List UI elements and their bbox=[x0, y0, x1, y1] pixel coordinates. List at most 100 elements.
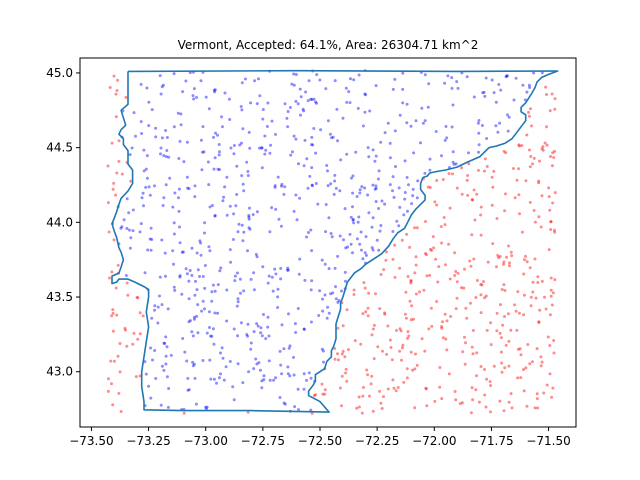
rejected-point bbox=[353, 339, 357, 343]
rejected-point bbox=[361, 312, 365, 316]
accepted-point bbox=[356, 106, 360, 110]
rejected-point bbox=[479, 283, 483, 286]
rejected-point bbox=[517, 311, 521, 315]
accepted-point bbox=[254, 357, 258, 361]
rejected-point bbox=[518, 212, 521, 216]
accepted-point bbox=[331, 135, 335, 139]
accepted-point bbox=[367, 155, 371, 159]
rejected-point bbox=[430, 248, 434, 252]
rejected-point bbox=[320, 382, 324, 386]
accepted-point bbox=[256, 324, 260, 328]
accepted-point bbox=[171, 205, 175, 209]
rejected-point bbox=[118, 342, 122, 345]
accepted-point bbox=[172, 125, 176, 129]
rejected-point bbox=[503, 289, 507, 292]
rejected-point bbox=[118, 370, 122, 374]
rejected-point bbox=[393, 275, 397, 279]
accepted-point bbox=[199, 241, 203, 245]
accepted-point bbox=[208, 205, 212, 209]
accepted-point bbox=[231, 238, 235, 241]
rejected-point bbox=[492, 169, 496, 173]
accepted-point bbox=[406, 209, 409, 213]
rejected-point bbox=[414, 255, 418, 259]
accepted-point bbox=[317, 314, 321, 317]
rejected-point bbox=[497, 256, 501, 260]
accepted-point bbox=[415, 196, 419, 200]
accepted-point bbox=[193, 184, 197, 188]
accepted-point bbox=[224, 365, 228, 369]
accepted-point bbox=[178, 274, 182, 278]
accepted-point bbox=[326, 169, 329, 173]
rejected-point bbox=[541, 148, 545, 152]
accepted-point bbox=[359, 230, 363, 234]
accepted-point bbox=[274, 376, 278, 380]
accepted-point bbox=[287, 312, 290, 316]
accepted-point bbox=[141, 191, 145, 195]
accepted-point bbox=[232, 398, 236, 402]
accepted-point bbox=[188, 319, 192, 323]
rejected-point bbox=[359, 342, 363, 346]
rejected-point bbox=[398, 266, 402, 270]
accepted-point bbox=[266, 281, 270, 285]
accepted-point bbox=[401, 71, 405, 75]
accepted-point bbox=[207, 183, 211, 187]
accepted-point bbox=[193, 195, 197, 199]
rejected-point bbox=[132, 331, 136, 335]
rejected-point bbox=[425, 404, 429, 408]
accepted-point bbox=[279, 363, 283, 367]
accepted-point bbox=[360, 248, 363, 252]
accepted-point bbox=[349, 77, 352, 81]
accepted-point bbox=[477, 119, 481, 122]
accepted-point bbox=[220, 346, 224, 350]
accepted-point bbox=[120, 225, 124, 229]
rejected-point bbox=[126, 293, 130, 297]
accepted-point bbox=[232, 327, 236, 331]
accepted-point bbox=[299, 113, 302, 117]
rejected-point bbox=[549, 220, 553, 224]
accepted-point bbox=[282, 192, 286, 196]
rejected-point bbox=[460, 286, 463, 290]
accepted-point bbox=[330, 235, 334, 239]
rejected-point bbox=[455, 186, 459, 190]
rejected-point bbox=[448, 206, 452, 210]
rejected-point bbox=[532, 209, 536, 212]
accepted-point bbox=[178, 275, 182, 279]
rejected-point bbox=[110, 270, 114, 274]
accepted-point bbox=[280, 184, 283, 188]
accepted-point bbox=[371, 183, 375, 187]
accepted-point bbox=[333, 179, 337, 183]
accepted-point bbox=[451, 103, 455, 107]
accepted-point bbox=[210, 299, 214, 303]
rejected-point bbox=[362, 281, 366, 285]
accepted-point bbox=[134, 134, 137, 138]
rejected-point bbox=[516, 347, 520, 351]
accepted-point bbox=[286, 365, 290, 369]
accepted-point bbox=[262, 378, 266, 382]
rejected-point bbox=[440, 397, 444, 401]
rejected-point bbox=[528, 200, 532, 204]
accepted-point bbox=[153, 184, 156, 188]
accepted-point bbox=[249, 101, 253, 105]
accepted-point bbox=[351, 174, 355, 178]
accepted-point bbox=[243, 77, 247, 81]
accepted-point bbox=[255, 102, 259, 106]
accepted-point bbox=[213, 90, 217, 94]
rejected-point bbox=[495, 217, 499, 220]
accepted-point bbox=[315, 101, 318, 105]
rejected-point bbox=[471, 398, 475, 402]
accepted-point bbox=[450, 86, 454, 90]
rejected-point bbox=[484, 405, 488, 409]
accepted-point bbox=[139, 82, 143, 86]
accepted-point bbox=[210, 290, 214, 294]
accepted-point bbox=[198, 275, 201, 278]
rejected-point bbox=[312, 394, 316, 397]
rejected-point bbox=[423, 252, 427, 255]
rejected-point bbox=[546, 335, 550, 339]
rejected-point bbox=[536, 281, 540, 284]
accepted-point bbox=[380, 199, 384, 203]
rejected-point bbox=[439, 225, 443, 229]
accepted-point bbox=[159, 92, 163, 96]
rejected-point bbox=[454, 270, 458, 273]
accepted-point bbox=[540, 71, 544, 75]
accepted-point bbox=[269, 143, 273, 147]
